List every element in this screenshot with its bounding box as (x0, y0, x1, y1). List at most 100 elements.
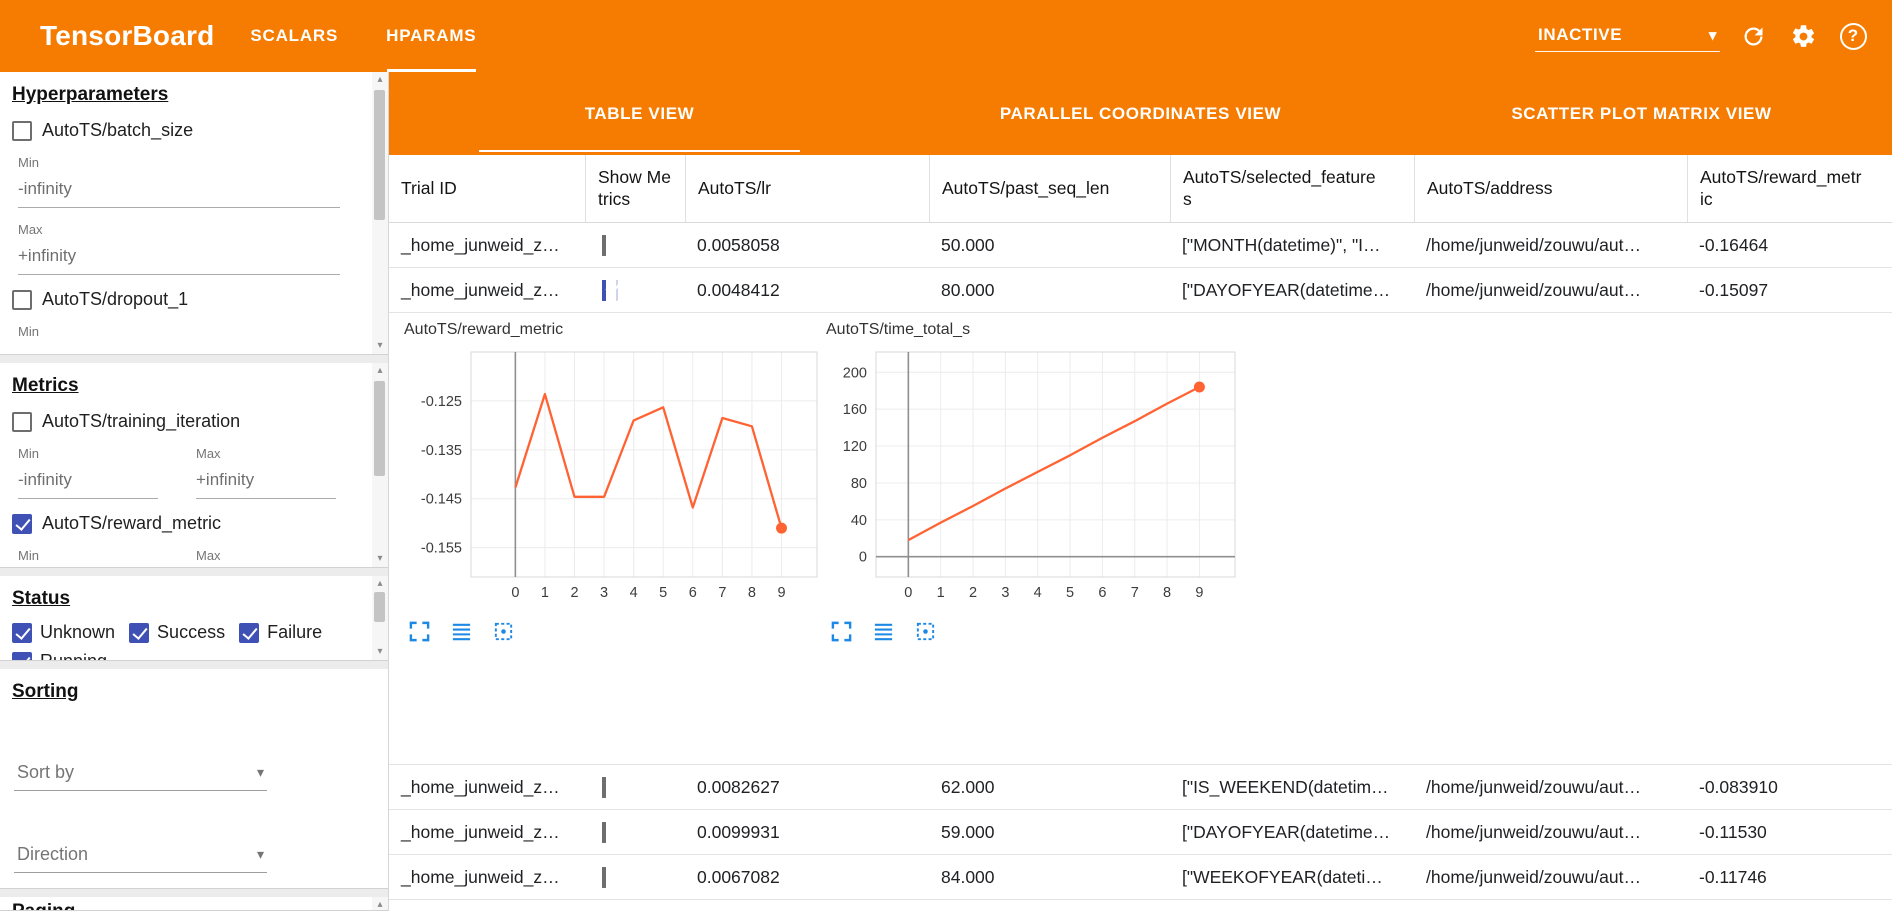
success-checkbox[interactable] (129, 622, 150, 643)
scrollbar-thumb[interactable] (374, 90, 385, 220)
table-row[interactable]: _home_junweid_z… 0.0099931 59.000 ["DAYO… (389, 810, 1892, 855)
sort-by-select[interactable]: Sort by ▾ (14, 757, 267, 791)
tab-table-view[interactable]: TABLE VIEW (389, 72, 890, 155)
svg-text:5: 5 (1066, 585, 1074, 601)
past-seq-len-cell: 62.000 (941, 776, 995, 797)
fullscreen-icon[interactable] (407, 619, 431, 643)
past-seq-len-cell: 59.000 (941, 821, 995, 842)
col-header-show-metrics[interactable]: Show Metrics (585, 155, 685, 222)
svg-text:5: 5 (659, 585, 667, 601)
status-running[interactable]: Running (12, 651, 107, 660)
col-header-trial-id[interactable]: Trial ID (389, 155, 585, 222)
dropout-checkbox[interactable] (12, 289, 32, 310)
chart-title: AutoTS/time_total_s (826, 321, 971, 338)
status-section: Status Unknown Success Failure R (0, 576, 388, 661)
col-label: AutoTS/reward_metric (1700, 166, 1862, 209)
svg-text:120: 120 (843, 439, 867, 455)
tab-scalars[interactable]: SCALARS (250, 26, 339, 45)
ti-max-input[interactable]: +infinity (196, 470, 336, 499)
table-row[interactable]: _home_junweid_z… 0.0058058 50.000 ["MONT… (389, 223, 1892, 268)
scroll-up-icon[interactable]: ▴ (377, 578, 383, 589)
col-header-lr[interactable]: AutoTS/lr (685, 155, 929, 222)
show-metrics-checkbox[interactable] (602, 234, 606, 256)
tab-hparams[interactable]: HPARAMS (362, 0, 500, 72)
hparams-main: TABLE VIEW PARALLEL COORDINATES VIEW SCA… (389, 72, 1892, 911)
tab-parallel-coordinates-view[interactable]: PARALLEL COORDINATES VIEW (999, 103, 1282, 123)
col-header-address[interactable]: AutoTS/address (1414, 155, 1687, 222)
question-mark-icon: ? (1839, 22, 1867, 50)
scroll-up-icon[interactable]: ▴ (377, 365, 383, 376)
show-metrics-checkbox[interactable] (602, 866, 606, 888)
reward-metric-checkbox[interactable] (12, 513, 32, 534)
svg-text:1: 1 (937, 585, 945, 601)
scroll-up-icon[interactable]: ▴ (377, 74, 383, 85)
svg-text:2: 2 (969, 585, 977, 601)
ti-min-input[interactable]: -infinity (18, 470, 158, 499)
status-failure[interactable]: Failure (239, 622, 322, 643)
batch-size-min-input[interactable]: -infinity (18, 179, 340, 208)
fit-domain-icon[interactable] (491, 619, 515, 643)
failure-checkbox[interactable] (239, 622, 260, 643)
scroll-down-icon[interactable]: ▾ (377, 553, 383, 564)
batch-size-checkbox[interactable] (12, 120, 32, 141)
svg-text:4: 4 (630, 585, 638, 601)
hparam-dropout-row[interactable]: AutoTS/dropout_1 (12, 289, 364, 310)
status-unknown[interactable]: Unknown (12, 622, 115, 643)
show-metrics-checkbox[interactable] (602, 821, 606, 843)
running-checkbox[interactable] (12, 651, 32, 660)
app-header: TensorBoard SCALARS HPARAMS INACTIVE ▾ ? (0, 0, 1892, 72)
batch-size-max-input[interactable]: +infinity (18, 246, 340, 275)
metrics-heading: Metrics (12, 375, 79, 396)
trial-id-cell: _home_junweid_z… (401, 234, 560, 255)
training-iteration-checkbox[interactable] (12, 411, 32, 432)
refresh-icon[interactable] (1736, 19, 1770, 53)
col-header-reward-metric[interactable]: AutoTS/reward_metric (1687, 155, 1892, 222)
unknown-checkbox[interactable] (12, 622, 32, 643)
section-scrollbar[interactable]: ▴ ▾ (372, 363, 388, 567)
fullscreen-icon[interactable] (829, 619, 853, 643)
direction-select[interactable]: Direction ▾ (14, 839, 267, 873)
show-metrics-checkbox[interactable] (602, 776, 606, 798)
scroll-down-icon[interactable]: ▾ (377, 340, 383, 351)
fit-domain-icon[interactable] (913, 619, 937, 643)
status-success[interactable]: Success (129, 622, 225, 643)
reload-status-dropdown[interactable]: INACTIVE ▾ (1535, 20, 1720, 52)
chevron-down-icon: ▾ (256, 846, 264, 862)
table-row[interactable]: _home_junweid_z… 0.0082627 62.000 ["IS_W… (389, 765, 1892, 810)
help-icon[interactable]: ? (1836, 19, 1870, 53)
settings-gear-icon[interactable] (1786, 19, 1820, 53)
section-scrollbar[interactable]: ▴ ▾ (372, 576, 388, 660)
trial-id-cell: _home_junweid_z… (401, 279, 560, 300)
section-scrollbar[interactable]: ▴ (372, 897, 388, 910)
show-metrics-checkbox[interactable] (602, 279, 606, 301)
scroll-down-icon[interactable]: ▾ (377, 646, 383, 657)
chevron-down-icon: ▾ (1708, 27, 1717, 44)
svg-text:0: 0 (859, 550, 867, 566)
data-lines-icon[interactable] (871, 619, 895, 643)
table-row[interactable]: _home_junweid_z… 0.0067082 84.000 ["WEEK… (389, 855, 1892, 900)
time-total-line-chart[interactable]: 0 40 80 120 160 200 0 1 2 3 4 5 6 7 8 9 (826, 343, 1246, 605)
table-row[interactable]: _home_junweid_z… 0.0048412 80.000 ["DAYO… (389, 268, 1892, 313)
hparam-batch-size-row[interactable]: AutoTS/batch_size (12, 120, 364, 141)
address-cell: /home/junweid/zouwu/aut… (1426, 234, 1641, 255)
svg-text:40: 40 (851, 513, 867, 529)
metric-reward-row[interactable]: AutoTS/reward_metric (12, 513, 364, 534)
tab-scatter-plot-matrix-view[interactable]: SCATTER PLOT MATRIX VIEW (1511, 103, 1772, 123)
scrollbar-thumb[interactable] (374, 592, 385, 622)
batch-size-label: AutoTS/batch_size (42, 120, 194, 140)
trial-id-cell: _home_junweid_z… (401, 866, 560, 887)
data-lines-icon[interactable] (449, 619, 473, 643)
reward-metric-label: AutoTS/reward_metric (42, 513, 222, 533)
selected-features-cell: ["MONTH(datetime)", "I… (1182, 234, 1381, 255)
col-header-past-seq-len[interactable]: AutoTS/past_seq_len (929, 155, 1170, 222)
lr-cell: 0.0058058 (697, 234, 780, 255)
metric-training-iteration-row[interactable]: AutoTS/training_iteration (12, 411, 364, 432)
svg-text:-0.135: -0.135 (421, 443, 462, 459)
trial-id-cell: _home_junweid_z… (401, 776, 560, 797)
reward-metric-line-chart[interactable]: -0.125 -0.135 -0.145 -0.155 0 1 2 3 4 5 6 7 8 9 (404, 343, 824, 605)
scrollbar-thumb[interactable] (374, 381, 385, 476)
scroll-up-icon[interactable]: ▴ (377, 899, 383, 910)
col-header-selected-features[interactable]: AutoTS/selected_features (1170, 155, 1414, 222)
sorting-section: Sorting Sort by ▾ Direction ▾ (0, 669, 388, 889)
section-scrollbar[interactable]: ▴ ▾ (372, 72, 388, 354)
